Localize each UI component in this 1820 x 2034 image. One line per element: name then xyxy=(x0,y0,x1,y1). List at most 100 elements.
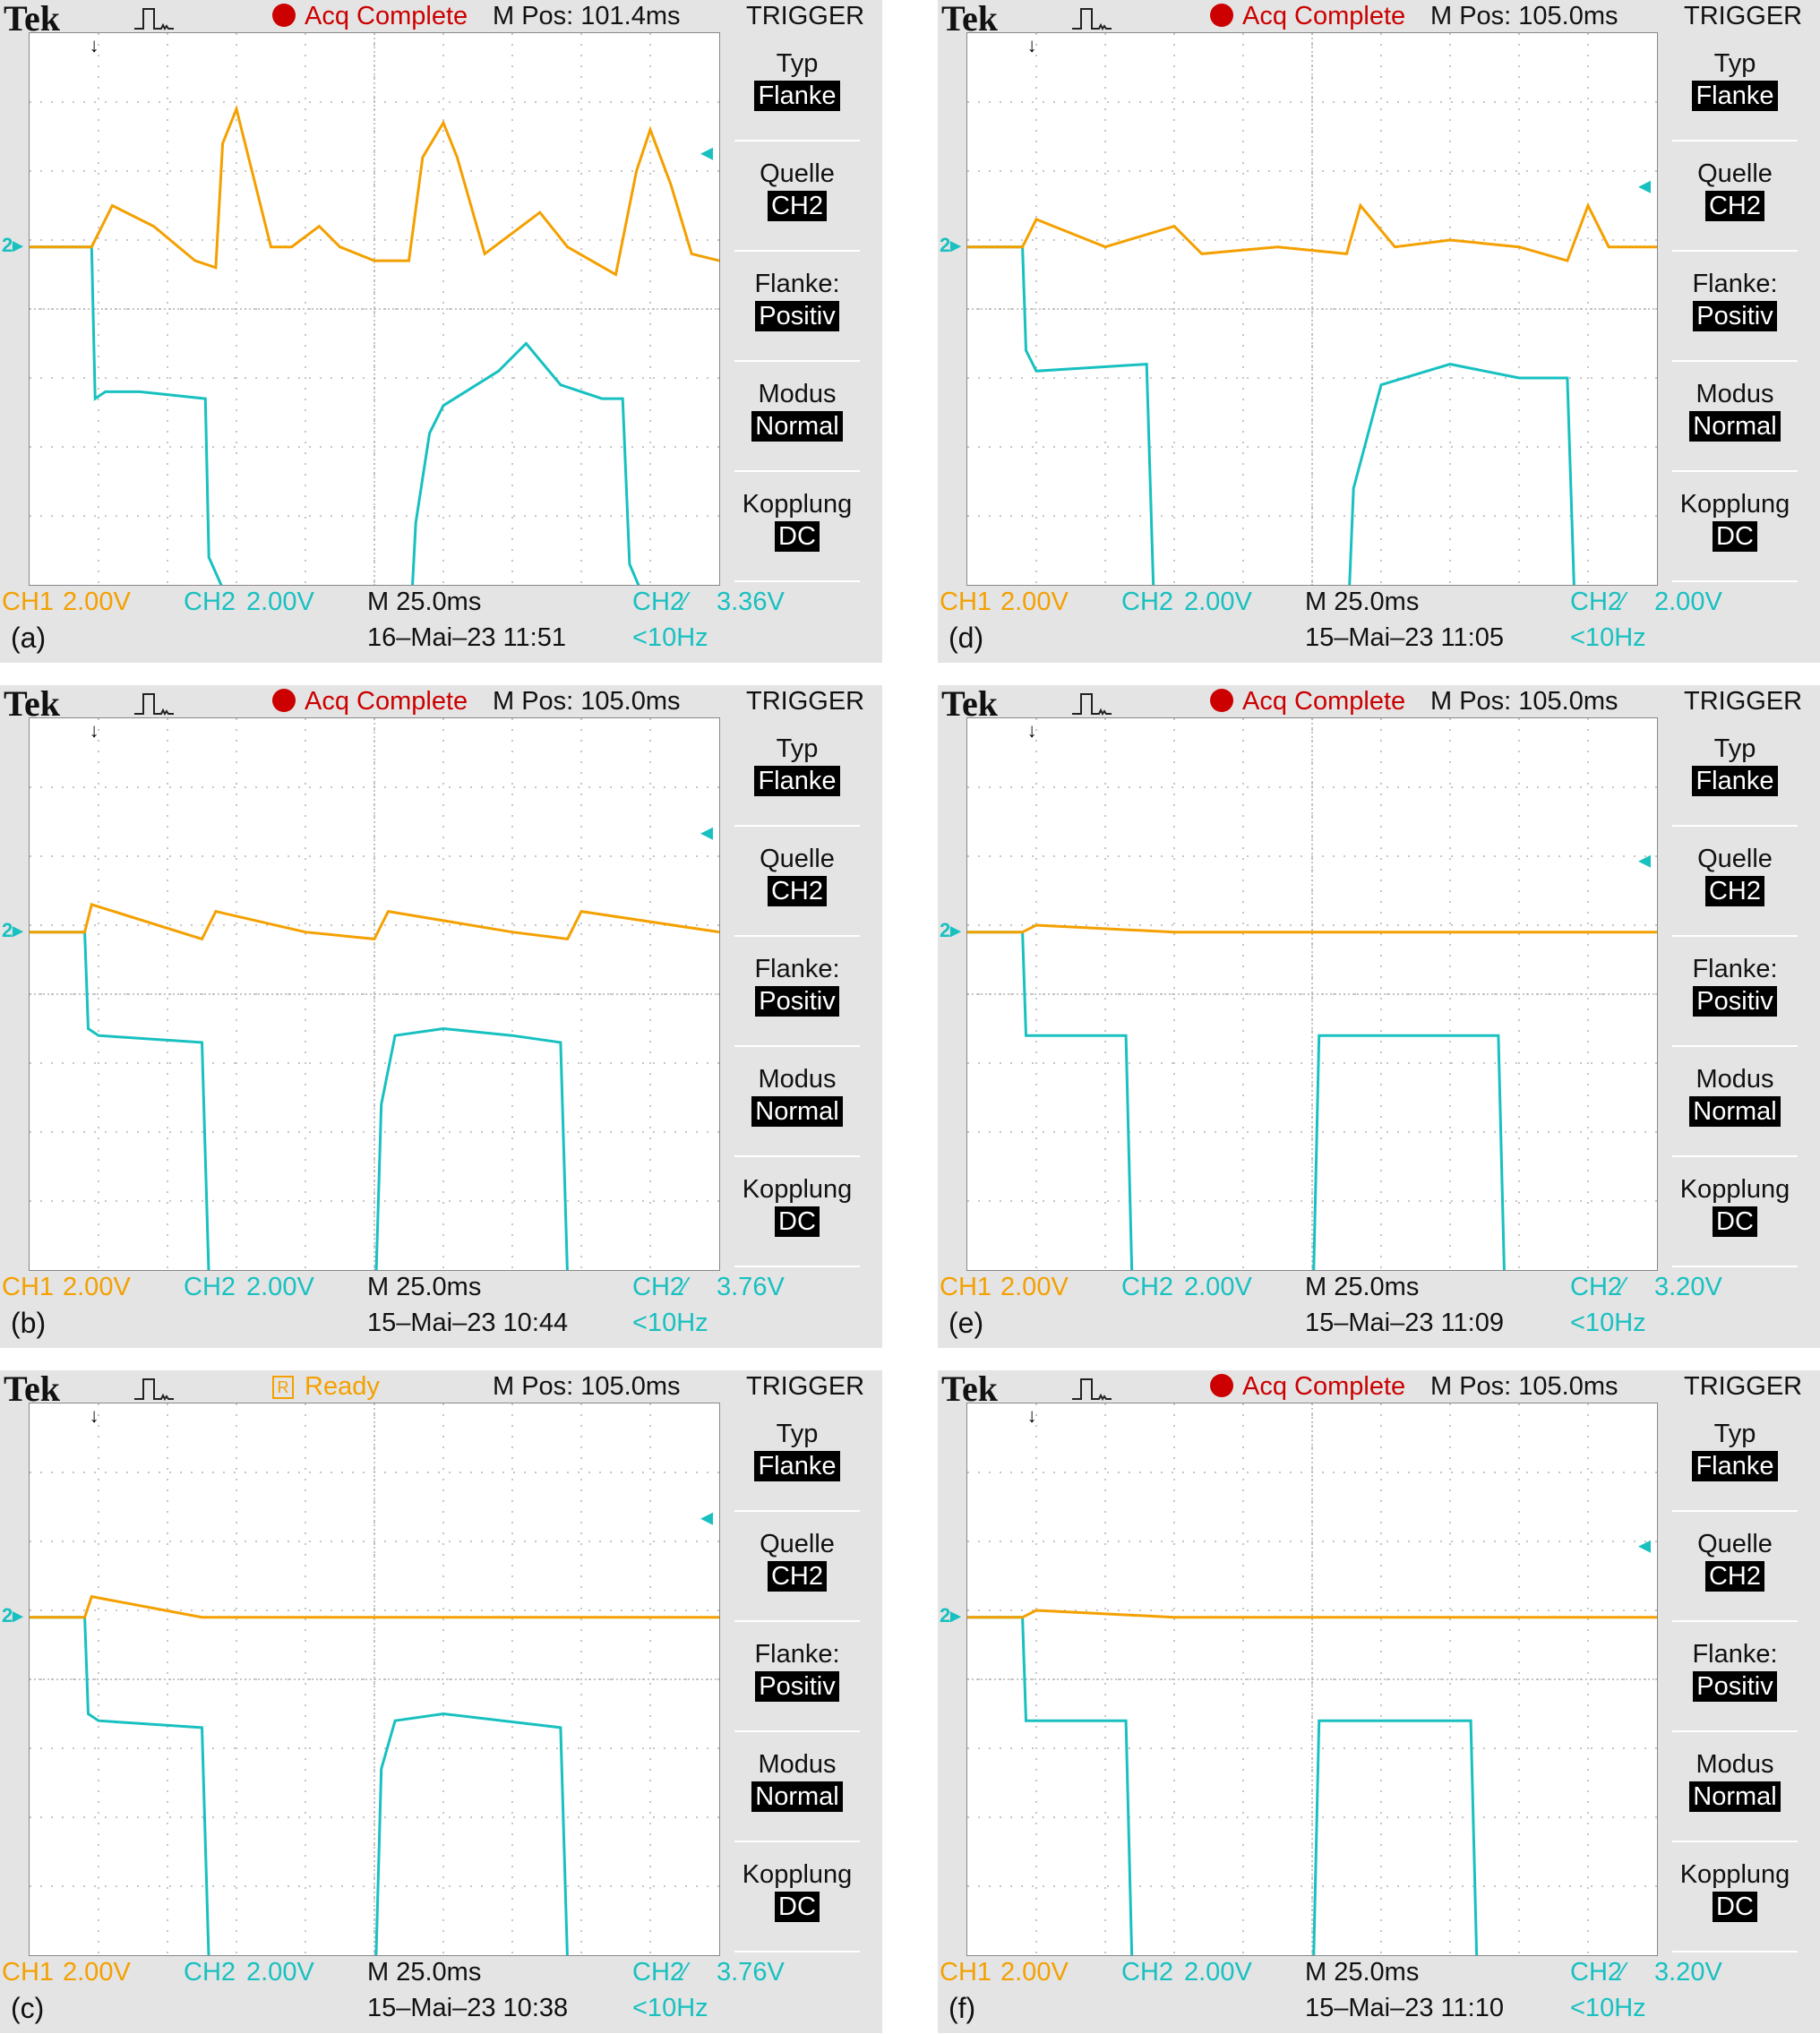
menu-item[interactable]: Quelle CH2 xyxy=(1672,1513,1798,1622)
menu-item-value: CH2 xyxy=(1704,1561,1764,1592)
menu-item[interactable]: Modus Normal xyxy=(734,1048,860,1157)
menu-item-label: Quelle xyxy=(760,1530,835,1558)
ch1-trace xyxy=(30,104,719,277)
ch2-label: CH2 xyxy=(184,588,236,616)
trigger-menu-title: TRIGGER xyxy=(1684,1372,1803,1401)
trigger-level-marker: ◂ xyxy=(700,1502,714,1531)
trigger-frequency: <10Hz xyxy=(632,1994,708,2022)
ch1-label: CH1 xyxy=(940,1958,992,1987)
ch2-scale: 2.00V xyxy=(246,588,314,616)
trigger-frequency: <10Hz xyxy=(1570,1994,1646,2022)
menu-item[interactable]: Kopplung DC xyxy=(1672,1158,1798,1267)
ground-marker: 2▸ xyxy=(2,1603,23,1626)
menu-item[interactable]: Modus Normal xyxy=(734,363,860,472)
menu-item[interactable]: Typ Flanke xyxy=(1672,32,1798,142)
trigger-level: 3.20V xyxy=(1654,1273,1722,1301)
status-text: Acq Complete xyxy=(1242,1372,1406,1401)
trigger-source: CH2 xyxy=(632,588,685,616)
trigger-level-marker: ◂ xyxy=(1638,845,1652,873)
trigger-level-marker: ◂ xyxy=(700,817,714,845)
pulse-shape-icon xyxy=(1072,1378,1112,1401)
menu-item[interactable]: Kopplung DC xyxy=(734,473,860,582)
acquisition-status: Acq Complete xyxy=(1210,685,1405,717)
menu-item[interactable]: Flanke: Positiv xyxy=(734,1623,860,1732)
menu-item-label: Quelle xyxy=(760,845,835,873)
trigger-level-marker: ◂ xyxy=(1638,171,1652,199)
trigger-level: 2.00V xyxy=(1654,588,1722,616)
menu-item[interactable]: Flanke: Positiv xyxy=(1672,1623,1798,1732)
trigger-frequency: <10Hz xyxy=(632,1309,708,1337)
menu-item[interactable]: Modus Normal xyxy=(1672,363,1798,472)
menu-item-label: Flanke: xyxy=(754,1640,840,1669)
waveform-display xyxy=(966,717,1658,1271)
date-time: 16–Mai–23 11:51 xyxy=(367,623,566,652)
ch1-trace xyxy=(967,202,1657,262)
brand-logo: Tek xyxy=(941,685,999,724)
menu-item[interactable]: Flanke: Positiv xyxy=(734,253,860,362)
menu-item-value: Positiv xyxy=(755,1671,839,1702)
menu-item[interactable]: Quelle CH2 xyxy=(734,1513,860,1622)
menu-item[interactable]: Typ Flanke xyxy=(734,717,860,827)
trigger-frequency: <10Hz xyxy=(632,623,708,652)
main-position: M Pos: 105.0ms xyxy=(1430,687,1618,716)
menu-item[interactable]: Flanke: Positiv xyxy=(1672,938,1798,1047)
status-text: Ready xyxy=(305,1372,380,1401)
ch2-label: CH2 xyxy=(1121,588,1174,616)
trigger-slope-icon: ⁄ xyxy=(1620,1958,1625,1987)
acquisition-status: R Ready xyxy=(272,1370,380,1403)
menu-item[interactable]: Quelle CH2 xyxy=(734,828,860,937)
menu-item-label: Quelle xyxy=(1697,845,1773,873)
menu-item-value: DC xyxy=(775,1892,820,1922)
date-time: 15–Mai–23 11:09 xyxy=(1305,1309,1504,1337)
ch1-scale: 2.00V xyxy=(1000,588,1069,616)
menu-item-value: Normal xyxy=(751,411,843,442)
menu-item[interactable]: Flanke: Positiv xyxy=(734,938,860,1047)
red-dot-icon xyxy=(272,4,296,27)
menu-item-label: Flanke: xyxy=(1692,270,1778,298)
menu-item[interactable]: Modus Normal xyxy=(734,1733,860,1842)
timebase: M 25.0ms xyxy=(367,1958,482,1987)
menu-item[interactable]: Quelle CH2 xyxy=(734,142,860,252)
menu-item[interactable]: Modus Normal xyxy=(1672,1733,1798,1842)
brand-logo: Tek xyxy=(4,0,61,39)
menu-item-label: Kopplung xyxy=(1679,1860,1790,1889)
ch2-trace xyxy=(30,931,569,1270)
menu-item-label: Modus xyxy=(758,1065,837,1094)
timebase: M 25.0ms xyxy=(1305,588,1420,616)
menu-item[interactable]: Kopplung DC xyxy=(1672,1843,1798,1952)
main-position: M Pos: 105.0ms xyxy=(493,1372,681,1401)
waveform-plot xyxy=(30,718,719,1270)
menu-item[interactable]: Quelle CH2 xyxy=(1672,828,1798,937)
menu-item[interactable]: Kopplung DC xyxy=(734,1843,860,1952)
menu-item-value: CH2 xyxy=(767,876,827,906)
trigger-position-marker: ↓ xyxy=(1026,719,1037,742)
menu-item[interactable]: Quelle CH2 xyxy=(1672,142,1798,252)
trigger-level: 3.76V xyxy=(717,1958,785,1987)
menu-item-value: Positiv xyxy=(1693,301,1777,331)
ch2-label: CH2 xyxy=(1121,1273,1174,1301)
scope-panel: Tek Acq Complete M Pos: 105.0ms TRIGGER ↓ ◂ 2▸… xyxy=(938,685,1820,1348)
ch1-label: CH1 xyxy=(2,588,55,616)
ground-marker: 2▸ xyxy=(940,1603,961,1626)
menu-item[interactable]: Typ Flanke xyxy=(734,1403,860,1512)
menu-item[interactable]: Kopplung DC xyxy=(1672,473,1798,582)
ch2-trace xyxy=(30,245,640,585)
trigger-menu: Typ Flanke Quelle CH2 Flanke: Positiv Modus Nor… xyxy=(734,32,860,584)
menu-item[interactable]: Kopplung DC xyxy=(734,1158,860,1267)
menu-item[interactable]: Modus Normal xyxy=(1672,1048,1798,1157)
ch1-label: CH1 xyxy=(2,1958,55,1987)
menu-item[interactable]: Typ Flanke xyxy=(1672,1403,1798,1512)
trigger-menu: Typ Flanke Quelle CH2 Flanke: Positiv Modus Nor… xyxy=(1672,32,1798,584)
ch1-scale: 2.00V xyxy=(1000,1958,1069,1987)
brand-logo: Tek xyxy=(4,685,61,724)
date-time: 15–Mai–23 11:10 xyxy=(1305,1994,1504,2022)
menu-item[interactable]: Flanke: Positiv xyxy=(1672,253,1798,362)
menu-item[interactable]: Typ Flanke xyxy=(1672,717,1798,827)
status-text: Acq Complete xyxy=(305,2,468,30)
menu-item-value: Positiv xyxy=(755,301,839,331)
menu-item[interactable]: Typ Flanke xyxy=(734,32,860,142)
menu-item-value: Normal xyxy=(1689,1096,1781,1127)
menu-item-label: Flanke: xyxy=(1692,955,1778,983)
trigger-level: 3.36V xyxy=(717,588,785,616)
trigger-frequency: <10Hz xyxy=(1570,623,1646,652)
